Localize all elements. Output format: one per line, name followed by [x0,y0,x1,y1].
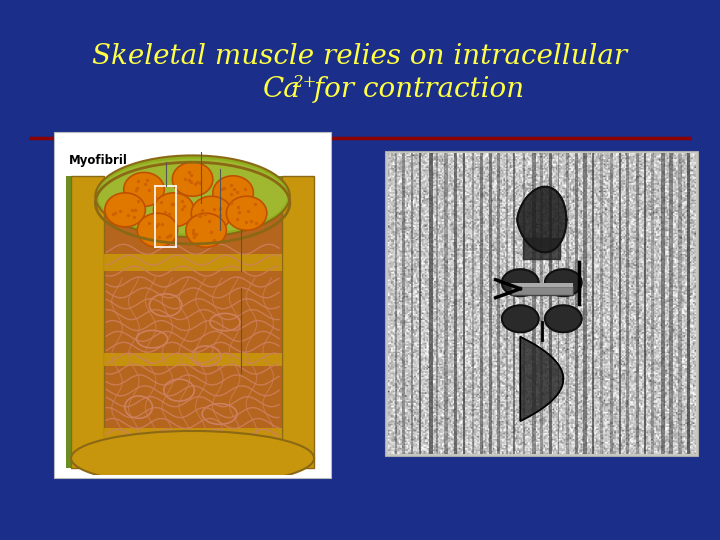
Bar [600,153,603,454]
Bar [472,153,474,454]
Bar [480,153,483,454]
Ellipse shape [105,193,145,227]
Ellipse shape [226,196,267,230]
Text: 2+: 2+ [292,75,316,91]
Bar [506,153,508,454]
Text: Myofibril: Myofibril [68,154,127,167]
Bar [651,153,654,454]
Ellipse shape [213,176,253,210]
Bar [636,153,639,454]
Bar [54,132,331,478]
Text: Triad: Triad [605,288,639,301]
Bar [511,283,572,287]
Ellipse shape [172,162,213,196]
Bar [454,153,456,454]
Bar [411,153,413,454]
Bar [463,153,465,454]
Bar [419,153,421,454]
Bar [395,153,397,454]
Text: Tubules of
SR: Tubules of SR [205,383,274,411]
Text: Terminal
cisterna of
SR: Terminal cisterna of SR [234,287,305,330]
Ellipse shape [153,193,194,227]
Ellipse shape [95,156,289,237]
Bar [566,153,570,454]
Bar [626,153,629,454]
Ellipse shape [502,269,539,296]
Text: Transverse
tubule: Transverse tubule [209,219,282,247]
Bar [619,153,621,454]
Bar [532,153,536,454]
Bar [488,153,492,454]
Ellipse shape [502,305,539,332]
Bar [688,153,690,454]
Text: Skeletal muscle relies on intracellular: Skeletal muscle relies on intracellular [92,43,628,70]
Bar [104,203,282,458]
Text: for contraction: for contraction [305,76,523,103]
Bar [444,153,449,454]
Bar [104,428,282,441]
Bar [513,153,515,454]
Bar [575,153,578,454]
Bar [282,176,314,468]
Polygon shape [523,238,560,259]
Ellipse shape [545,269,582,296]
Bar [669,153,672,454]
Bar [678,153,682,454]
Text: SR: SR [413,288,432,301]
Ellipse shape [192,196,232,230]
Bar [436,153,438,454]
Bar [661,153,665,454]
Polygon shape [517,187,567,252]
Bar [385,151,698,456]
Bar [549,153,552,454]
Text: Ca: Ca [263,76,300,103]
Bar [104,353,282,366]
Bar [592,153,594,454]
Ellipse shape [124,172,164,206]
Bar [610,153,613,454]
Bar [644,153,646,454]
Bar [66,176,76,468]
Bar [104,254,282,271]
Bar [540,153,544,454]
Ellipse shape [138,213,178,247]
Ellipse shape [545,305,582,332]
Bar [276,176,287,468]
Bar [511,286,572,295]
Bar [402,153,405,454]
Bar [523,153,525,454]
Ellipse shape [98,159,287,234]
Text: T: T [589,288,598,301]
Bar [583,153,587,454]
Bar [557,153,559,454]
Polygon shape [521,337,563,421]
Bar [429,153,433,454]
Ellipse shape [186,213,226,247]
Bar [498,153,500,454]
Bar [71,176,104,468]
Ellipse shape [71,431,314,485]
Text: Plasma
membrane: Plasma membrane [173,181,243,209]
